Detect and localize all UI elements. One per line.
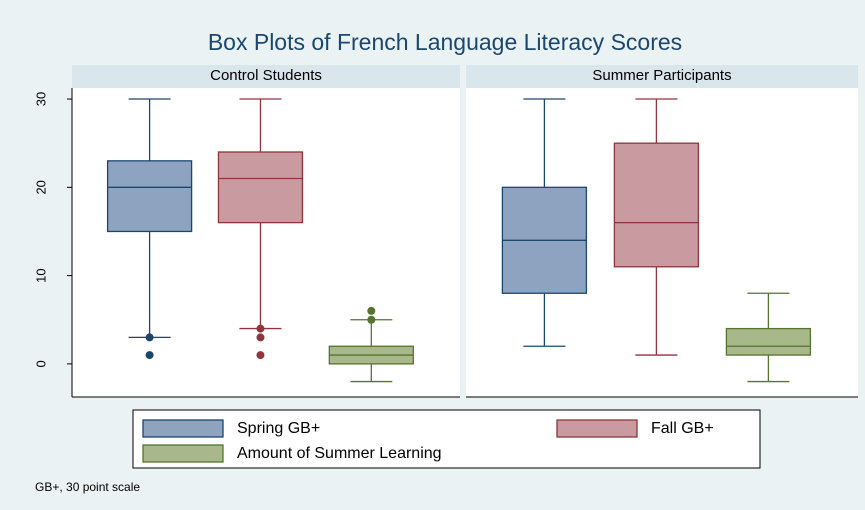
outlier <box>256 324 265 333</box>
outlier <box>367 306 376 315</box>
y-tick-label: 0 <box>33 360 48 367</box>
panel-header <box>72 65 460 88</box>
box <box>106 160 193 233</box>
outlier <box>367 315 376 324</box>
y-tick-label: 30 <box>33 92 48 106</box>
plot-area <box>72 88 460 397</box>
legend-swatch <box>142 444 224 463</box>
note: GB+, 30 point scale <box>35 480 140 494</box>
legend <box>132 409 761 469</box>
panel-title: Control Students <box>210 67 322 84</box>
legend-swatch <box>556 419 638 438</box>
y-tick-label: 10 <box>33 268 48 282</box>
box <box>725 327 812 356</box>
outlier <box>256 351 265 360</box>
box <box>217 151 304 224</box>
legend-swatch <box>142 419 224 438</box>
box <box>613 142 700 268</box>
outlier <box>145 333 154 342</box>
panel-title: Summer Participants <box>592 67 731 84</box>
chart-title: Box Plots of French Language Literacy Sc… <box>208 29 682 55</box>
legend-label: Amount of Summer Learning <box>237 445 442 462</box>
outlier <box>145 351 154 360</box>
legend-label: Spring GB+ <box>237 420 320 437</box>
y-tick-label: 20 <box>33 180 48 194</box>
outlier <box>256 333 265 342</box>
legend-label: Fall GB+ <box>651 420 714 437</box>
panel-header <box>466 65 858 88</box>
